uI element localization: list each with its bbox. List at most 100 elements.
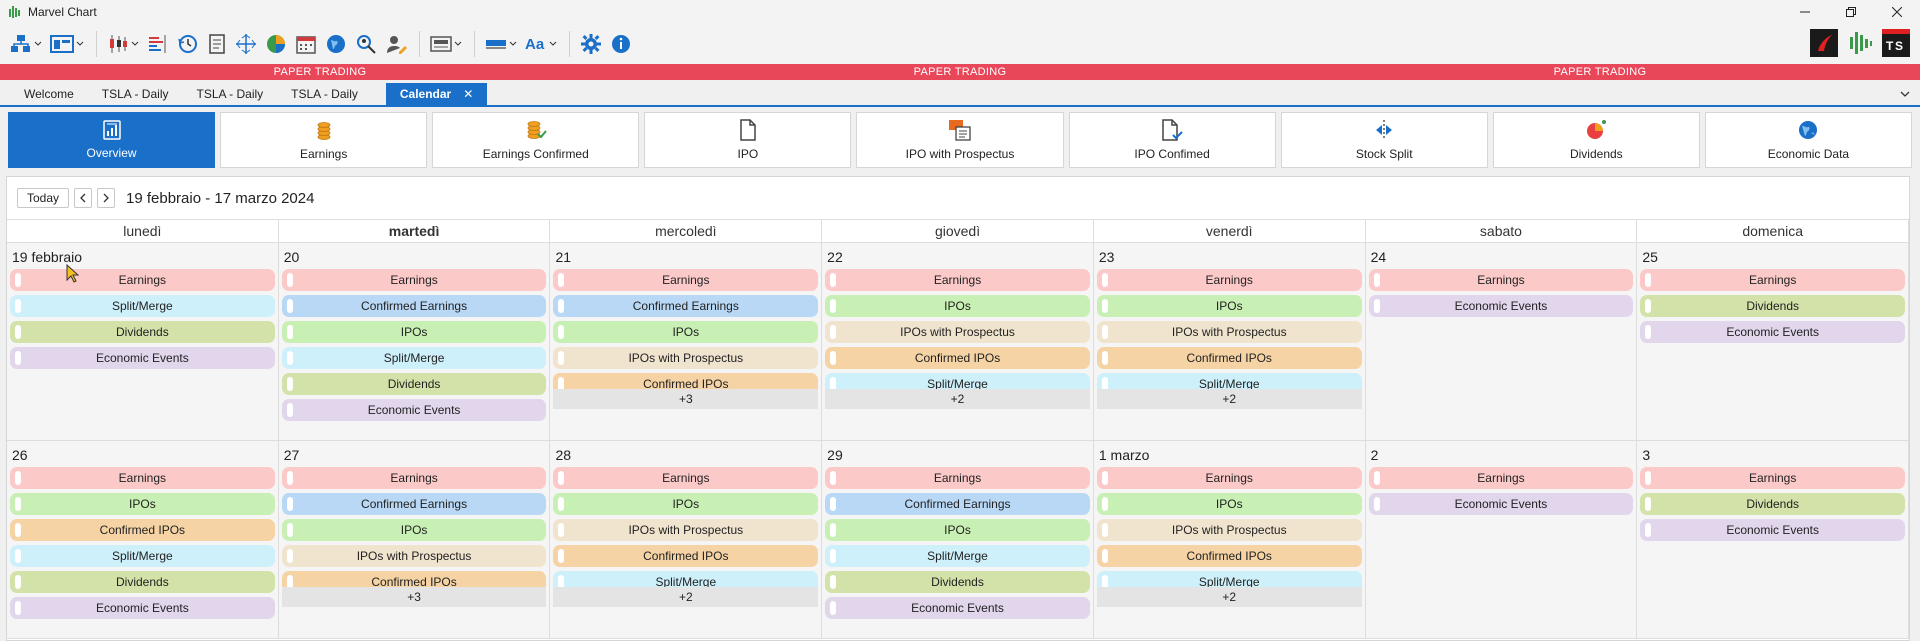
user-edit-button[interactable] [385, 28, 407, 60]
more-events-link[interactable]: +2 [1096, 389, 1362, 409]
tab-calendar[interactable]: Calendar ✕ [385, 83, 488, 105]
calendar-event[interactable]: IPOs [1096, 295, 1362, 317]
color-theme-button[interactable] [485, 28, 517, 60]
font-size-button[interactable]: Aa [525, 28, 557, 60]
calendar-day-cell[interactable]: 24 Earnings Economic Events [1365, 243, 1638, 440]
calendar-event[interactable]: IPOs with Prospectus [825, 321, 1090, 343]
calendar-event[interactable]: Economic Events [825, 597, 1090, 619]
calendar-event[interactable]: Economic Events [1368, 295, 1634, 317]
calendar-event[interactable]: IPOs with Prospectus [281, 545, 547, 567]
calendar-event[interactable]: Economic Events [10, 597, 275, 619]
calendar-event[interactable]: Economic Events [10, 347, 275, 369]
calendar-event[interactable]: Earnings [1096, 269, 1362, 291]
calendar-event[interactable]: Earnings [281, 467, 547, 489]
calendar-event[interactable]: IPOs [281, 321, 547, 343]
calendar-event[interactable]: Split/Merge [10, 545, 275, 567]
calendar-event[interactable]: Confirmed IPOs [1096, 347, 1362, 369]
tab-tsla-daily-2[interactable]: TSLA - Daily [182, 83, 277, 105]
calendar-event[interactable]: Split/Merge [281, 347, 547, 369]
crosshair-button[interactable] [235, 28, 257, 60]
next-period-button[interactable] [97, 188, 115, 208]
calendar-event[interactable]: IPOs [10, 493, 275, 515]
calendar-event[interactable]: Earnings [553, 467, 819, 489]
more-events-link[interactable]: +3 [281, 587, 547, 607]
calendar-event[interactable]: Economic Events [1368, 493, 1634, 515]
workspace-button[interactable] [50, 28, 84, 60]
calendar-day-cell[interactable]: 22 Earnings IPOs IPOs with Prospectus Confir… [822, 243, 1094, 440]
volume-profile-button[interactable] [147, 28, 169, 60]
scanner-button[interactable] [355, 28, 377, 60]
calendar-event[interactable]: Earnings [1640, 269, 1906, 291]
calendar-button[interactable] [295, 28, 317, 60]
tab-welcome[interactable]: Welcome [10, 83, 88, 105]
category-ipo[interactable]: IPO [644, 112, 852, 168]
calendar-day-cell[interactable]: 3 Earnings Dividends Economic Events [1637, 441, 1910, 638]
calendar-event[interactable]: Dividends [825, 571, 1090, 593]
calendar-event[interactable]: Earnings [1368, 269, 1634, 291]
more-events-link[interactable]: +3 [553, 389, 819, 409]
calendar-event[interactable]: Earnings [10, 467, 275, 489]
calendar-day-cell[interactable]: 21 Earnings Confirmed Earnings IPOs IPOs wit… [550, 243, 823, 440]
broker-button[interactable] [430, 28, 462, 60]
category-dividends[interactable]: Dividends [1492, 112, 1700, 168]
calendar-event[interactable]: Earnings [825, 269, 1090, 291]
calendar-event[interactable]: IPOs with Prospectus [1096, 519, 1362, 541]
calendar-event[interactable]: Economic Events [1640, 321, 1906, 343]
calendar-event[interactable]: IPOs with Prospectus [1096, 321, 1362, 343]
category-ipo-confimed[interactable]: IPO Confimed [1068, 112, 1276, 168]
calendar-event[interactable]: Split/Merge [825, 545, 1090, 567]
tab-tsla-daily-3[interactable]: TSLA - Daily [277, 83, 372, 105]
calendar-event[interactable]: Confirmed IPOs [10, 519, 275, 541]
calendar-event[interactable]: Confirmed Earnings [825, 493, 1090, 515]
calendar-event[interactable]: Split/Merge [10, 295, 275, 317]
calendar-event[interactable]: Confirmed Earnings [281, 295, 547, 317]
calendar-event[interactable]: IPOs [825, 295, 1090, 317]
calendar-event[interactable]: Economic Events [1640, 519, 1906, 541]
tab-tsla-daily-1[interactable]: TSLA - Daily [88, 83, 183, 105]
calendar-day-cell[interactable]: 27 Earnings Confirmed Earnings IPOs IPOs wit… [278, 441, 551, 638]
calendar-event[interactable]: Dividends [10, 571, 275, 593]
more-events-link[interactable]: +2 [825, 389, 1090, 409]
calendar-event[interactable]: IPOs [1096, 493, 1362, 515]
tab-close-icon[interactable]: ✕ [463, 87, 474, 101]
more-events-link[interactable]: +2 [553, 587, 819, 607]
calendar-event[interactable]: IPOs [281, 519, 547, 541]
calendar-event[interactable]: IPOs with Prospectus [553, 347, 819, 369]
close-window-button[interactable] [1874, 0, 1920, 24]
calendar-event[interactable]: Dividends [1640, 295, 1906, 317]
today-button[interactable]: Today [17, 188, 69, 208]
calendar-event[interactable]: Confirmed IPOs [825, 347, 1090, 369]
calendar-day-cell[interactable]: 20 Earnings Confirmed Earnings IPOs Split/Me… [278, 243, 551, 440]
tab-list-chevron-icon[interactable] [1900, 87, 1910, 101]
calendar-event[interactable]: Economic Events [281, 399, 547, 421]
calendar-event[interactable]: Earnings [1096, 467, 1362, 489]
settings-button[interactable] [580, 28, 602, 60]
calendar-day-cell[interactable]: 2 Earnings Economic Events [1365, 441, 1638, 638]
marvel-chart-icon[interactable] [1846, 29, 1874, 57]
calendar-day-cell[interactable]: 29 Earnings Confirmed Earnings IPOs Split/Me… [822, 441, 1094, 638]
history-button[interactable] [177, 28, 199, 60]
calendar-day-cell[interactable]: 19 febbraio Earnings Split/Merge Dividends E… [7, 243, 279, 440]
calendar-day-cell[interactable]: 25 Earnings Dividends Economic Events [1637, 243, 1910, 440]
layout-tree-button[interactable] [10, 28, 42, 60]
calendar-event[interactable]: Earnings [281, 269, 547, 291]
info-button[interactable] [610, 28, 632, 60]
calendar-event[interactable]: IPOs [825, 519, 1090, 541]
category-earnings-confirmed[interactable]: Earnings Confirmed [432, 112, 640, 168]
category-economic-data[interactable]: Economic Data [1704, 112, 1912, 168]
calendar-day-cell[interactable]: 1 marzo Earnings IPOs IPOs with Prospectus C… [1093, 441, 1366, 638]
calendar-event[interactable]: IPOs [553, 321, 819, 343]
restore-button[interactable] [1828, 0, 1874, 24]
calendar-event[interactable]: Earnings [1368, 467, 1634, 489]
minimize-button[interactable] [1782, 0, 1828, 24]
calendar-event[interactable]: Dividends [1640, 493, 1906, 515]
calendar-event[interactable]: Confirmed IPOs [553, 545, 819, 567]
calendar-event[interactable]: IPOs [553, 493, 819, 515]
calendar-event[interactable]: Dividends [281, 373, 547, 395]
portfolio-pie-button[interactable] [265, 28, 287, 60]
calendar-day-cell[interactable]: 26 Earnings IPOs Confirmed IPOs Split/Merge D… [7, 441, 279, 638]
calendar-day-cell[interactable]: 23 Earnings IPOs IPOs with Prospectus Confir… [1093, 243, 1366, 440]
calendar-event[interactable]: Earnings [1640, 467, 1906, 489]
globe-button[interactable] [325, 28, 347, 60]
